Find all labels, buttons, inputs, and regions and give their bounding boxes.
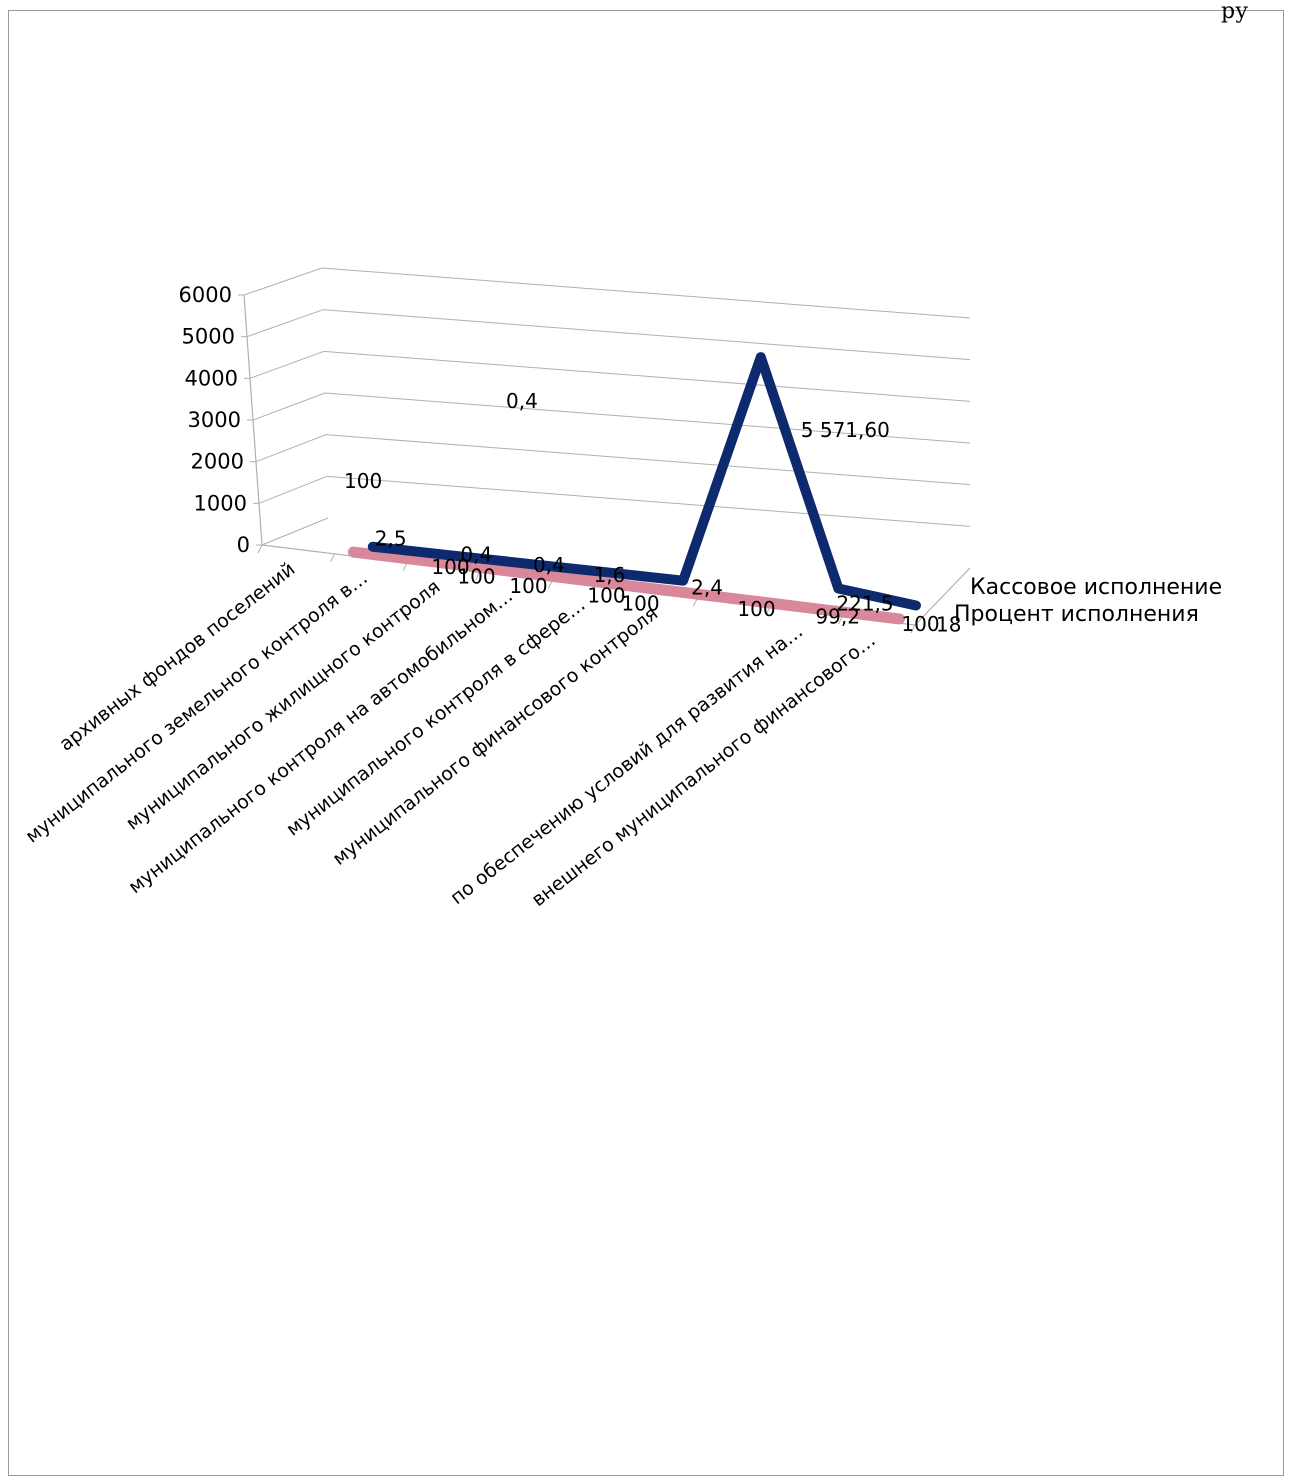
data-label-kassovoe: 5 571,60 [801, 418, 890, 442]
series-line-kassovoe [367, 352, 921, 611]
legend-entry: Кассовое исполнение [970, 575, 1222, 600]
x-category-label: муниципального контроля в сфере… [282, 594, 589, 841]
y-tick-label: 6000 [179, 283, 232, 307]
y-tick-label: 3000 [188, 408, 241, 432]
data-label-kassovoe: 0,4 [533, 553, 565, 577]
series-lines [347, 352, 921, 625]
y-axis: 0 1000 2000 3000 4000 5000 6000 [179, 283, 262, 557]
x-tick-mark [475, 571, 481, 580]
side-gridline [246, 309, 324, 338]
gridline [322, 309, 971, 361]
gridline [321, 267, 971, 319]
x-tick-mark [837, 615, 843, 625]
data-label-procent: 100 [509, 574, 547, 598]
data-label-procent: 100 [901, 612, 939, 636]
side-gridline [258, 475, 328, 504]
data-label-procent: 99,2 [815, 604, 860, 628]
legend-entry: Процент исполнения [954, 602, 1199, 627]
series-line-procent [347, 546, 905, 625]
side-gridline [243, 267, 323, 296]
x-tick-mark [692, 598, 698, 607]
chart-frame: ру [8, 0, 1284, 1476]
y-tick-label: 0 [237, 533, 250, 557]
data-label-kassovoe: 2,5 [375, 527, 407, 551]
x-tick-mark [402, 562, 408, 572]
side-gridline [252, 392, 326, 421]
gridline [324, 392, 971, 444]
x-tick-mark [765, 606, 771, 616]
data-label-kassovoe: 0,4 [460, 542, 492, 566]
data-label-procent: 100 [587, 584, 625, 608]
data-label-procent: 100 [621, 591, 659, 615]
data-label-procent: 100 [457, 565, 495, 589]
side-gridline [249, 350, 325, 379]
corner-text: ру [1221, 0, 1249, 24]
x-tick-mark [620, 589, 626, 598]
data-label-extra: 100 [344, 469, 382, 493]
y-tick-label: 5000 [182, 325, 235, 349]
data-label-procent: 100 [431, 555, 469, 579]
data-label-kassovoe: 18 [936, 612, 961, 636]
side-gridline [255, 434, 327, 463]
y-tick-label: 2000 [191, 450, 244, 474]
y-tick-label: 4000 [185, 366, 238, 390]
x-tick-mark [547, 580, 553, 589]
x-tick-mark [910, 624, 916, 634]
data-label-kassovoe: 1,6 [594, 563, 626, 587]
gridline [323, 350, 971, 402]
gridline [326, 475, 971, 527]
right-floor-edge [914, 567, 971, 626]
data-label-procent: 100 [737, 597, 775, 621]
data-label-extra: 0,4 [506, 389, 538, 413]
data-label-kassovoe: 2,4 [691, 576, 723, 600]
side-floor-edge [261, 517, 329, 546]
x-category-label: муниципального контроля на автомобильном… [124, 585, 517, 898]
gridline [325, 434, 971, 486]
data-label-kassovoe: 221,5 [836, 591, 893, 615]
y-tick-label: 1000 [194, 491, 247, 515]
gridlines [243, 267, 971, 527]
x-tick-mark [257, 544, 263, 554]
x-tick-mark [330, 553, 336, 563]
x-category-label: муниципального жилищного контроля [122, 576, 445, 835]
